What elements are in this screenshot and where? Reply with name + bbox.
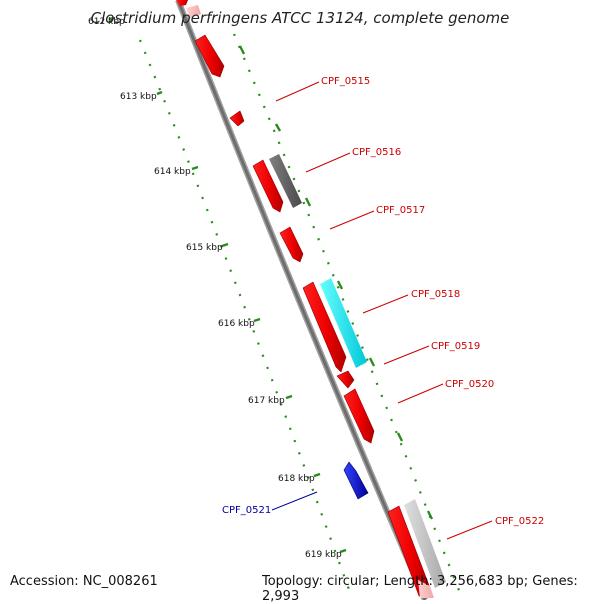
callout-cpf-0519 — [383, 345, 430, 365]
callout-cpf-0516 — [305, 152, 351, 173]
tick-617 — [285, 394, 293, 400]
tick-label-619: 619 kbp — [305, 550, 342, 560]
gene-callouts — [271, 81, 493, 540]
kbp-major-ticks — [108, 16, 347, 554]
tick-label-612: 612 kbp — [88, 17, 125, 27]
tick-label-614: 614 kbp — [154, 167, 191, 177]
gene-labels: CPF_0515 CPF_0516 CPF_0517 CPF_0518 CPF_… — [222, 76, 544, 527]
callout-cpf-0520 — [397, 383, 444, 404]
gene-label-cpf-0520: CPF_0520 — [445, 379, 494, 390]
gene-label-cpf-0516: CPF_0516 — [352, 147, 401, 158]
gene-arrow-cpf-0517 — [279, 226, 304, 263]
gene-label-cpf-0522: CPF_0522 — [495, 516, 544, 527]
gene-arrow-top-pink — [186, 5, 201, 18]
gene-arrow-cpf-0516 — [252, 159, 284, 213]
gene-arrow-top-red — [176, 0, 188, 6]
callout-cpf-0517 — [329, 210, 375, 230]
gene-label-cpf-0519: CPF_0519 — [431, 341, 480, 352]
gene-label-cpf-0517: CPF_0517 — [376, 205, 425, 216]
tick-612 — [108, 16, 115, 21]
tick-614 — [191, 165, 199, 171]
tick-label-613: 613 kbp — [120, 92, 157, 102]
gene-block-cpf-0516-gray — [269, 154, 302, 208]
tick-615 — [221, 242, 229, 248]
gene-features — [176, 0, 446, 599]
tick-619 — [339, 548, 347, 554]
gene-label-cpf-0515: CPF_0515 — [321, 76, 370, 87]
tick-618 — [313, 472, 321, 478]
callout-cpf-0522 — [446, 520, 493, 540]
kbp-labels: 612 kbp 613 kbp 614 kbp 615 kbp 616 kbp … — [88, 17, 342, 560]
tick-613 — [156, 90, 163, 96]
gene-label-cpf-0518: CPF_0518 — [411, 289, 460, 300]
gene-arrow-cpf-0521 — [343, 461, 369, 500]
genome-backbone — [175, 0, 428, 600]
callout-cpf-0521 — [271, 491, 318, 511]
gene-arrow-cpf-0520 — [343, 388, 375, 444]
tick-label-618: 618 kbp — [278, 474, 315, 484]
tick-616 — [253, 317, 261, 323]
gene-arrow-cpf-0518 — [302, 281, 347, 373]
gene-label-cpf-0521: CPF_0521 — [222, 505, 271, 516]
tick-label-617: 617 kbp — [248, 396, 285, 406]
accession-text: Accession: NC_008261 — [10, 574, 158, 589]
gene-arrow-small — [229, 110, 245, 127]
outer-ring-dashes — [238, 45, 434, 520]
callout-cpf-0518 — [362, 294, 409, 314]
gene-block-cpf-0518-cyan — [320, 278, 367, 368]
callout-cpf-0515 — [275, 81, 320, 102]
gene-block-cpf-0522-pink — [418, 580, 434, 598]
tick-label-615: 615 kbp — [186, 243, 223, 253]
gene-arrow-cpf-0515 — [194, 34, 225, 78]
tick-label-616: 616 kbp — [218, 319, 255, 329]
map-title: Clostridium perfringens ATCC 13124, comp… — [90, 9, 510, 27]
inner-tick-ring — [138, 39, 354, 599]
gene-block-cpf-0522-gray — [404, 499, 446, 588]
gene-arrow-cpf-0519 — [336, 370, 355, 389]
